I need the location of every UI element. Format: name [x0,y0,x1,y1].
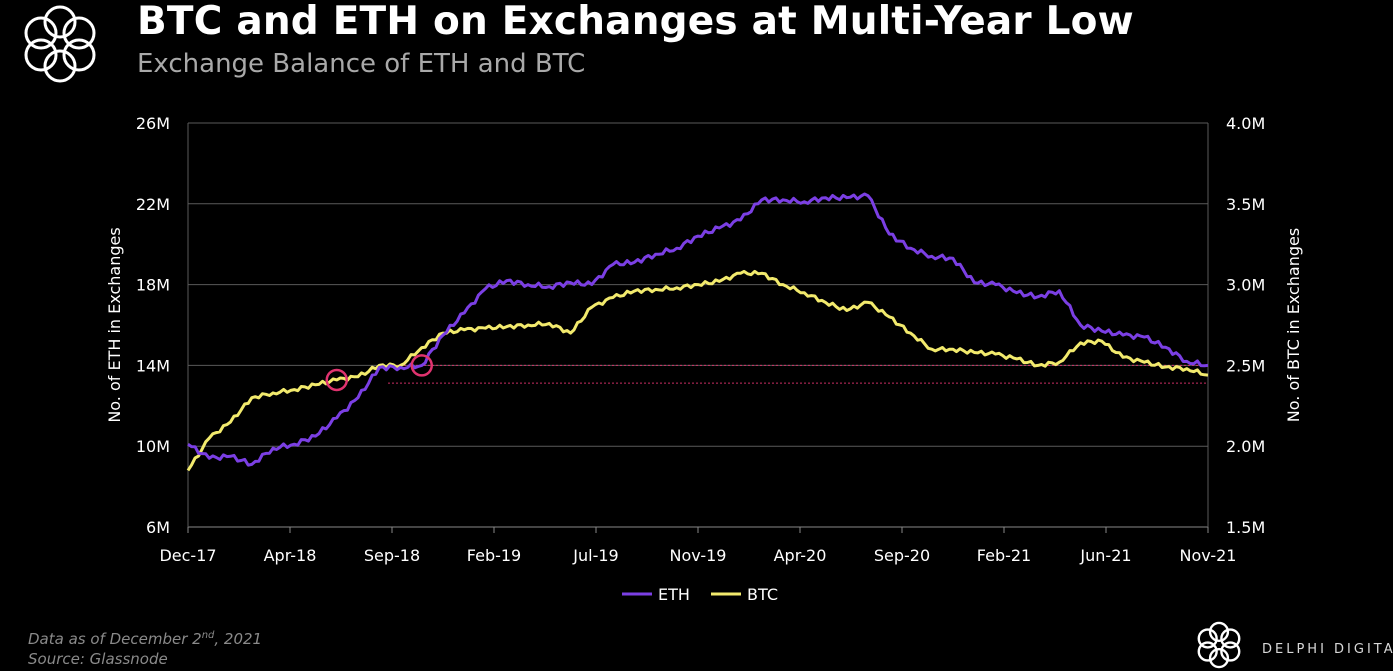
delphi-flower-icon [24,5,96,83]
y-right-tick-label: 2.5M [1226,356,1265,375]
y-right-tick-label: 2.0M [1226,437,1265,456]
y-left-tick-label: 18M [136,276,170,295]
page-title: BTC and ETH on Exchanges at Multi-Year L… [137,0,1134,44]
note-superscript: nd [201,630,215,641]
y-left-tick-label: 10M [136,437,170,456]
x-tick-label: Feb-19 [467,546,521,565]
note-prefix: Data as of December 2 [28,630,202,648]
y-right-tick-label: 4.0M [1226,114,1265,133]
y-left-tick-label: 22M [136,195,170,214]
y-left-axis-title: No. of ETH in Exchanges [105,227,124,422]
x-tick-label: Apr-18 [264,546,317,565]
y-right-axis-title: No. of BTC in Exchanges [1284,228,1303,422]
note-suffix: , 2021 [214,630,263,648]
page-subtitle: Exchange Balance of ETH and BTC [137,49,586,79]
legend-label-btc: BTC [747,585,778,604]
x-tick-label: Apr-20 [774,546,827,565]
y-right-tick-label: 3.5M [1226,195,1265,214]
series-line-btc [186,269,1209,472]
x-tick-label: Nov-21 [1180,546,1237,565]
x-tick-label: Nov-19 [670,546,727,565]
highlight-circle [410,354,433,377]
x-tick-label: Sep-18 [364,546,420,565]
brand-name: DELPHI DIGITAL [1262,642,1393,657]
data-footnote: Data as of December 2nd, 2021 Source: Gl… [28,626,262,669]
x-tick-label: Feb-21 [977,546,1031,565]
x-tick-label: Sep-20 [874,546,930,565]
y-left-tick-label: 6M [146,518,170,537]
x-tick-label: Jul-19 [572,546,618,565]
y-right-tick-label: 1.5M [1226,518,1265,537]
legend-label-eth: ETH [658,585,690,604]
highlight-circle [325,368,348,392]
delphi-flower-icon [1197,621,1241,669]
x-tick-label: Dec-17 [159,546,216,565]
series-line-eth [187,192,1209,467]
y-right-tick-label: 3.0M [1226,276,1265,295]
data-date-note: Data as of December 2nd, 2021 [28,626,262,649]
y-left-tick-label: 26M [136,114,170,133]
x-tick-label: Jun-21 [1079,546,1131,565]
data-source: Source: Glassnode [28,650,168,668]
y-left-tick-label: 14M [136,356,170,375]
